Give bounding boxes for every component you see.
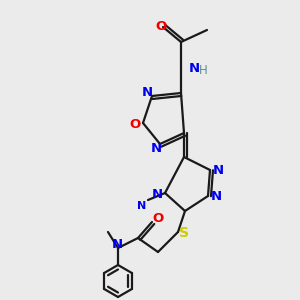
Text: O: O	[155, 20, 167, 32]
Text: H: H	[199, 64, 207, 76]
Text: O: O	[152, 212, 164, 226]
Text: N: N	[141, 86, 153, 100]
Text: N: N	[189, 61, 200, 74]
Text: N: N	[150, 142, 162, 155]
Text: N: N	[137, 201, 147, 211]
Text: O: O	[129, 118, 141, 130]
Text: N: N	[152, 188, 163, 200]
Text: N: N	[111, 238, 123, 251]
Text: N: N	[212, 164, 224, 176]
Text: N: N	[210, 190, 222, 202]
Text: S: S	[179, 226, 189, 240]
